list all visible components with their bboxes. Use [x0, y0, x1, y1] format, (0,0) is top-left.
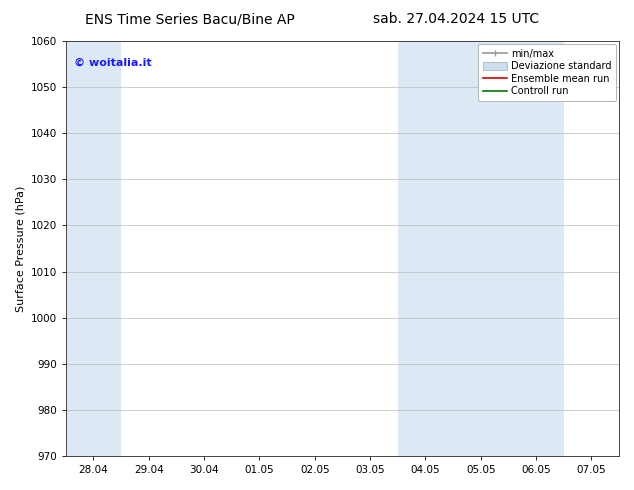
- Bar: [398, 41, 453, 456]
- Bar: [453, 41, 508, 456]
- Text: sab. 27.04.2024 15 UTC: sab. 27.04.2024 15 UTC: [373, 12, 540, 26]
- Bar: [66, 41, 121, 456]
- Bar: [508, 41, 564, 456]
- Y-axis label: Surface Pressure (hPa): Surface Pressure (hPa): [15, 185, 25, 312]
- Text: ENS Time Series Bacu/Bine AP: ENS Time Series Bacu/Bine AP: [86, 12, 295, 26]
- Text: © woitalia.it: © woitalia.it: [74, 58, 152, 68]
- Legend: min/max, Deviazione standard, Ensemble mean run, Controll run: min/max, Deviazione standard, Ensemble m…: [477, 44, 616, 101]
